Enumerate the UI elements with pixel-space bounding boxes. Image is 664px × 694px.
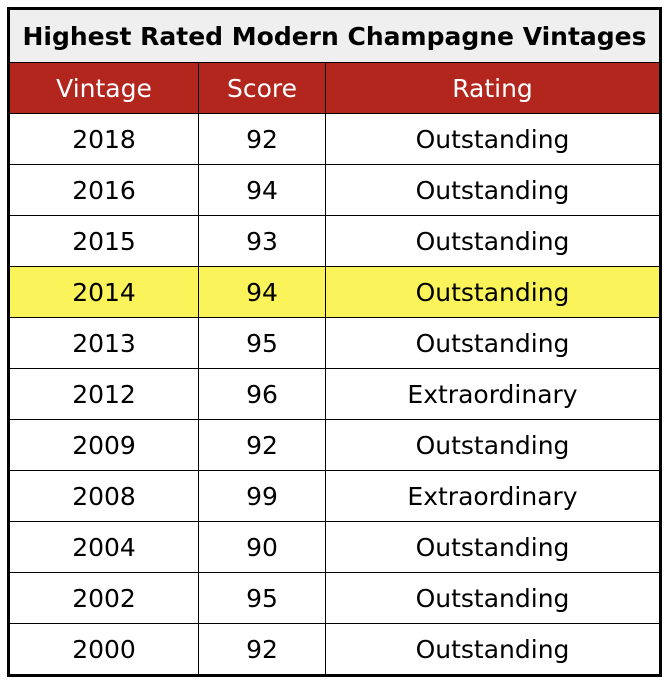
table-cell: 99 (198, 470, 326, 522)
table-row: 2000 92 Outstanding (8, 623, 662, 676)
table-cell: Outstanding (324, 215, 662, 267)
table-cell: 93 (198, 215, 326, 267)
table-cell: 2018 (8, 113, 199, 165)
table-cell: 95 (198, 317, 326, 369)
table-cell: 96 (198, 368, 326, 420)
table-cell: 94 (198, 266, 326, 318)
column-header: Rating (324, 62, 662, 114)
table-row: 2012 96 Extraordinary (8, 368, 662, 420)
table-cell: 2002 (8, 572, 199, 624)
table-row: 2004 90 Outstanding (8, 521, 662, 573)
table-cell: Outstanding (324, 623, 662, 676)
table-cell: Outstanding (324, 317, 662, 369)
table-title: Highest Rated Modern Champagne Vintages (7, 8, 662, 63)
column-header: Vintage (8, 62, 199, 114)
table-cell: 2009 (8, 419, 199, 471)
title-row: Highest Rated Modern Champagne Vintages (7, 8, 662, 63)
table-body: Highest Rated Modern Champagne Vintages … (7, 8, 662, 676)
table-cell: 2000 (8, 623, 199, 676)
table-row: 2018 92 Outstanding (8, 113, 662, 165)
table-cell: 2014 (8, 266, 199, 318)
table-row: 2013 95 Outstanding (8, 317, 662, 369)
table-cell: 94 (198, 164, 326, 216)
column-header: Score (198, 62, 326, 114)
table-cell: Outstanding (324, 113, 662, 165)
ratings-table: Highest Rated Modern Champagne Vintages … (7, 7, 663, 677)
table-row: 2002 95 Outstanding (8, 572, 662, 624)
table-cell: Outstanding (324, 521, 662, 573)
table-row: 2009 92 Outstanding (8, 419, 662, 471)
table-cell: 2015 (8, 215, 199, 267)
table-cell: 90 (198, 521, 326, 573)
table-row: 2016 94 Outstanding (8, 164, 662, 216)
table-cell: Outstanding (324, 419, 662, 471)
table-cell: 2004 (8, 521, 199, 573)
table-cell: 2016 (8, 164, 199, 216)
table-container: Highest Rated Modern Champagne Vintages … (7, 7, 663, 677)
table-cell: Extraordinary (324, 470, 662, 522)
table-cell: 92 (198, 113, 326, 165)
table-row: 2008 99 Extraordinary (8, 470, 662, 522)
highlighted-row: 2014 94 Outstanding (8, 266, 662, 318)
table-cell: 92 (198, 419, 326, 471)
table-row: 2015 93 Outstanding (8, 215, 662, 267)
table-cell: Extraordinary (324, 368, 662, 420)
table-cell: 2012 (8, 368, 199, 420)
table-cell: Outstanding (324, 164, 662, 216)
table-cell: 2013 (8, 317, 199, 369)
table-cell: 95 (198, 572, 326, 624)
header-row: Vintage Score Rating (8, 62, 662, 114)
table-cell: 92 (198, 623, 326, 676)
table-cell: 2008 (8, 470, 199, 522)
table-cell: Outstanding (324, 572, 662, 624)
table-cell: Outstanding (324, 266, 662, 318)
